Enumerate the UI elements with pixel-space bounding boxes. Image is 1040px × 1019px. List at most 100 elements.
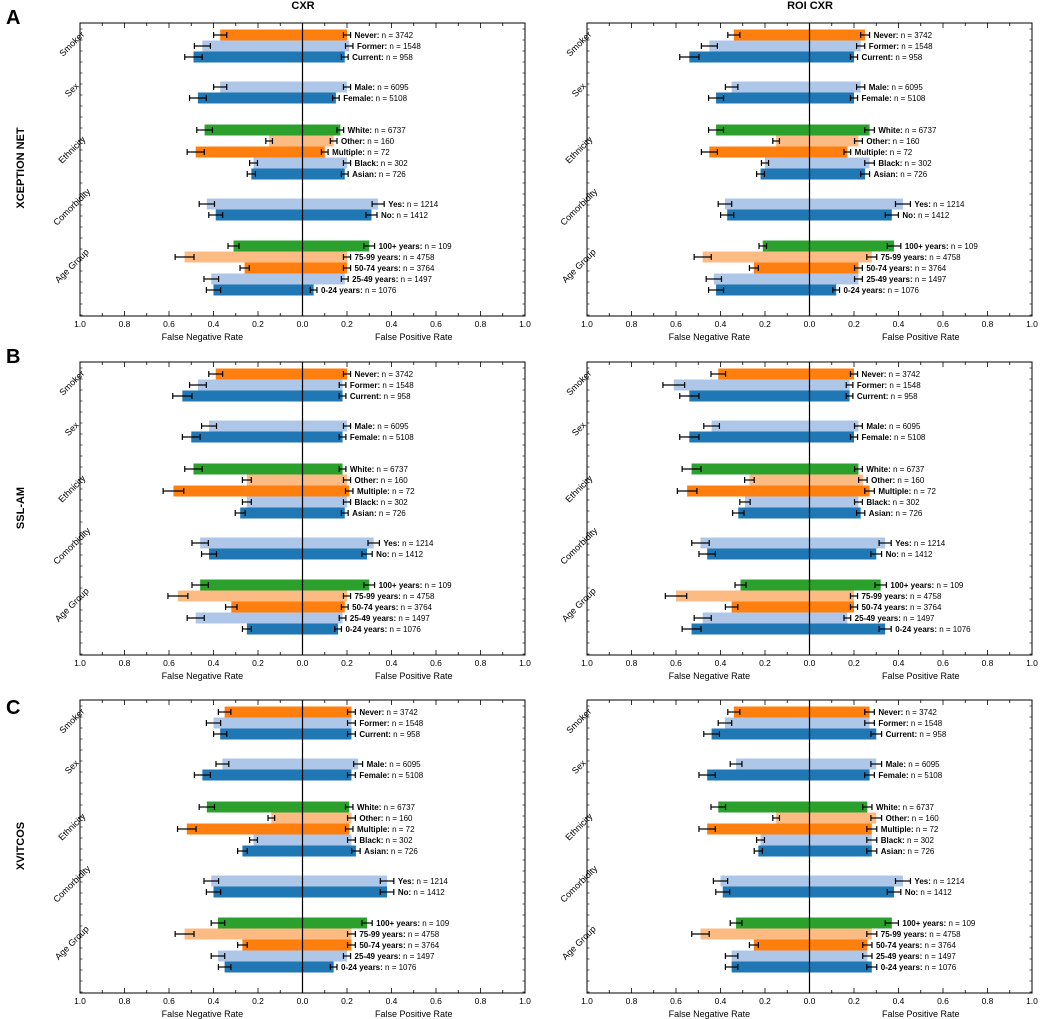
group-label: Ethnicity bbox=[563, 134, 594, 165]
bar-label: Male: n = 6095 bbox=[866, 422, 921, 431]
x-tick-label: 1.0 bbox=[1026, 996, 1038, 1006]
bar-label: 100+ years: n = 109 bbox=[376, 919, 450, 928]
bar-label-count: n = 726 bbox=[905, 847, 935, 856]
bar-label-category: Asian: bbox=[364, 847, 388, 856]
bar-label: White: n = 6737 bbox=[350, 465, 409, 474]
x-tick-label: 0.6 bbox=[163, 658, 175, 668]
bar-fpr bbox=[302, 390, 343, 402]
bar-fpr bbox=[302, 834, 352, 846]
bar-label-category: 75-99 years: bbox=[881, 930, 927, 939]
bar-fpr bbox=[809, 917, 892, 929]
bar-fpr bbox=[809, 284, 837, 296]
bar-fnr bbox=[197, 92, 303, 104]
bar-fnr bbox=[691, 623, 810, 635]
group-label: Smoker bbox=[57, 706, 86, 735]
bar-label: 100+ years: n = 109 bbox=[905, 242, 979, 251]
bar-label-category: Current: bbox=[359, 730, 391, 739]
x-tick-label: 0.2 bbox=[341, 996, 353, 1006]
bar-label-count: n = 1548 bbox=[899, 42, 933, 51]
bar-label: Former: n = 1548 bbox=[350, 381, 414, 390]
bar-fnr bbox=[760, 834, 810, 846]
group-label: Sex bbox=[63, 420, 81, 438]
group-label: Sex bbox=[63, 81, 81, 99]
bar-label-count: n = 1076 bbox=[885, 286, 919, 295]
bar-label: Female: n = 5108 bbox=[878, 771, 942, 780]
column-title-roi-cxr: ROI CXR bbox=[787, 0, 833, 12]
bar-fpr bbox=[809, 124, 870, 136]
bar-label-category: 75-99 years: bbox=[355, 253, 401, 262]
bar-fnr bbox=[200, 537, 303, 549]
x-tick-label: 1.0 bbox=[1026, 319, 1038, 329]
bar-label-category: 100+ years: bbox=[379, 581, 423, 590]
bar-label: Asian: n = 726 bbox=[364, 847, 418, 856]
bar-label: Yes: n = 1214 bbox=[398, 877, 449, 886]
bar-fnr bbox=[731, 950, 810, 962]
bar-fnr bbox=[204, 124, 303, 136]
bar-label-count: n = 1214 bbox=[400, 539, 434, 548]
bar-label-count: n = 3742 bbox=[898, 31, 932, 40]
bar-fnr bbox=[673, 379, 810, 391]
bar-label: Former: n = 1548 bbox=[857, 381, 921, 390]
panel-xvitcos-roi-cxr: Never: n = 3742 Former: n = 1548 Current: … bbox=[558, 699, 1038, 1019]
x-tick-label: 0.6 bbox=[670, 996, 682, 1006]
bar-label: Former: n = 1548 bbox=[357, 42, 421, 51]
bar-label-category: Former: bbox=[857, 381, 887, 390]
group-label: Smoker bbox=[57, 29, 86, 58]
bar-label-category: Yes: bbox=[914, 877, 930, 886]
bar-label-category: Never: bbox=[874, 31, 899, 40]
x-tick-label: 0.4 bbox=[386, 658, 398, 668]
bar-fnr bbox=[213, 717, 303, 729]
bar-label: 75-99 years: n = 4758 bbox=[881, 930, 961, 939]
bar-label-count: n = 6095 bbox=[889, 83, 923, 92]
x-tick-label: 0.8 bbox=[119, 319, 131, 329]
bar-fnr bbox=[711, 728, 810, 740]
x-label-fnr: False Negative Rate bbox=[669, 332, 751, 342]
bar-label-count: n = 3742 bbox=[903, 708, 937, 717]
bar-label-category: 50-74 years: bbox=[876, 941, 922, 950]
bar-label: 100+ years: n = 109 bbox=[890, 581, 964, 590]
bar-label: No: n = 1412 bbox=[376, 550, 423, 559]
bar-label-count: n = 109 bbox=[949, 242, 979, 251]
bar-label-count: n = 958 bbox=[888, 392, 918, 401]
group-label: Ethnicity bbox=[56, 811, 87, 842]
bar-fpr bbox=[302, 537, 374, 549]
x-tick-label: 0.0 bbox=[804, 319, 816, 329]
bar-fpr bbox=[809, 390, 850, 402]
bar-label-count: n = 160 bbox=[895, 476, 925, 485]
bar-fnr bbox=[224, 961, 303, 973]
bar-label-count: n = 302 bbox=[383, 836, 413, 845]
bar-label-count: n = 4758 bbox=[401, 253, 435, 262]
group-label: Comorbidity bbox=[558, 863, 599, 904]
bar-label: Male: n = 6095 bbox=[355, 83, 410, 92]
bar-fpr bbox=[302, 875, 388, 887]
bar-fnr bbox=[184, 928, 303, 940]
x-tick-label: 1.0 bbox=[519, 996, 531, 1006]
bar-label-category: Black: bbox=[878, 159, 902, 168]
bar-label: White: n = 6737 bbox=[878, 126, 937, 135]
bar-fnr bbox=[718, 801, 810, 813]
bar-label-count: n = 726 bbox=[389, 847, 419, 856]
bar-label-category: Asian: bbox=[881, 847, 905, 856]
bar-fnr bbox=[736, 758, 810, 770]
x-tick-label: 0.4 bbox=[208, 658, 220, 668]
bar-label-count: n = 160 bbox=[910, 814, 940, 823]
x-tick-label: 1.0 bbox=[581, 319, 593, 329]
bar-label-category: Current: bbox=[352, 53, 384, 62]
bar-label: Multiple: n = 72 bbox=[878, 487, 936, 496]
bar-fpr bbox=[302, 209, 372, 221]
bar-fpr bbox=[302, 801, 350, 813]
bar-label-count: n = 5108 bbox=[892, 94, 926, 103]
bar-label-count: n = 6737 bbox=[372, 126, 406, 135]
bar-fnr bbox=[206, 198, 303, 210]
x-tick-label: 0.4 bbox=[715, 996, 727, 1006]
bar-fnr bbox=[222, 758, 303, 770]
bar-label-category: 25-49 years: bbox=[352, 275, 398, 284]
bar-fnr bbox=[211, 273, 303, 285]
bar-label-category: Male: bbox=[355, 422, 375, 431]
bar-fnr bbox=[753, 939, 810, 951]
x-tick-label: 0.6 bbox=[430, 996, 442, 1006]
bar-label-count: n = 3764 bbox=[922, 941, 956, 950]
bar-label-category: Asian: bbox=[352, 170, 376, 179]
bar-label-count: n = 72 bbox=[390, 825, 415, 834]
bar-fpr bbox=[809, 612, 848, 624]
